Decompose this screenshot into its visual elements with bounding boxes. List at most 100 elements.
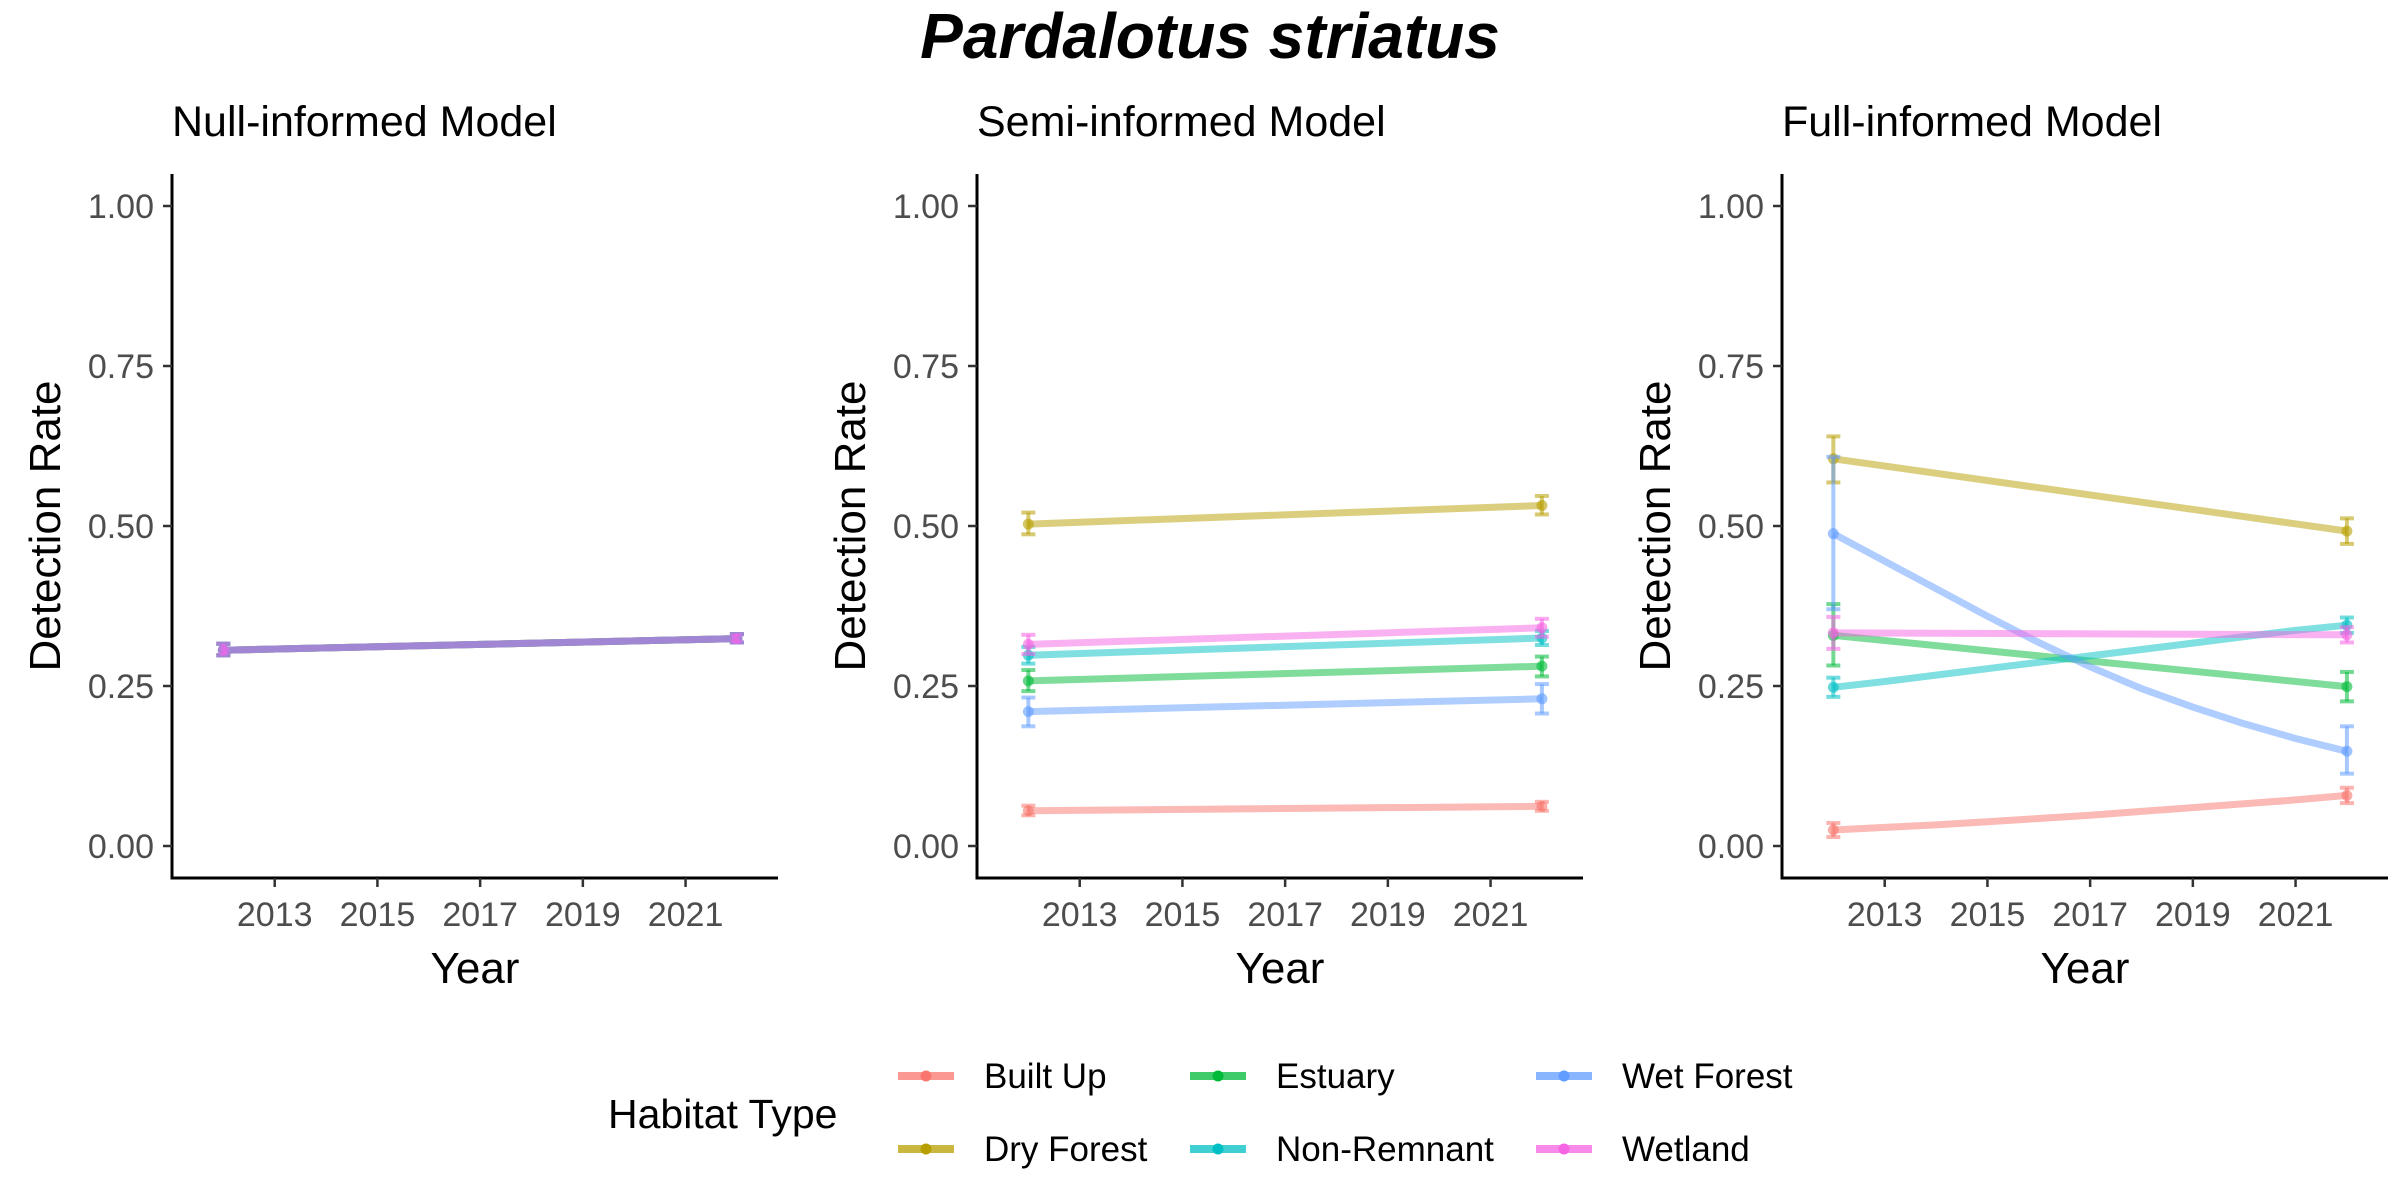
y-tick-label: 1.00 (88, 188, 154, 226)
series-wet-forest (1826, 454, 2354, 776)
x-tick-label: 2013 (237, 896, 313, 934)
data-point (2341, 525, 2353, 537)
legend-key-point (1212, 1143, 1224, 1155)
data-point (217, 644, 229, 656)
x-tick-label: 2021 (2258, 896, 2334, 934)
legend-key-point (920, 1143, 932, 1155)
series-dry-forest (1021, 493, 1549, 537)
x-tick-label: 2017 (442, 896, 518, 934)
legend-item-estuary: Estuary (1190, 1057, 1395, 1096)
data-point (1827, 528, 1839, 540)
x-axis-title: Year (2041, 944, 2130, 993)
y-tick-label: 0.50 (1698, 508, 1764, 546)
data-point (1022, 706, 1034, 718)
series-line (1028, 502, 1543, 528)
x-tick-label: 2019 (545, 896, 621, 934)
data-point (1827, 681, 1839, 693)
data-point (1022, 518, 1034, 530)
x-tick-label: 2019 (2155, 896, 2231, 934)
legend-label: Estuary (1276, 1057, 1395, 1096)
legend-label: Non-Remnant (1276, 1130, 1494, 1169)
panel-title: Semi-informed Model (977, 98, 1386, 146)
data-point (1022, 805, 1034, 817)
series-wetland (1826, 614, 2354, 651)
series-line (1833, 791, 2348, 834)
data-point (1827, 627, 1839, 639)
x-tick-label: 2015 (1950, 896, 2026, 934)
panel-title: Full-informed Model (1782, 98, 2162, 146)
x-axis-title: Year (431, 944, 520, 993)
legend-item-non-remnant: Non-Remnant (1190, 1130, 1494, 1169)
series-wet-forest (1021, 682, 1549, 729)
panel-semi-informed-model: Semi-informed Model 0.00 0.25 0.50 0.75 1.00 2… (826, 98, 1583, 993)
x-tick-label: 2015 (340, 896, 416, 934)
y-tick-label: 0.25 (893, 668, 959, 706)
series-line (1832, 455, 2348, 535)
series-line (1028, 662, 1543, 685)
data-point (1022, 675, 1034, 687)
y-axis-title: Detection Rate (826, 380, 875, 671)
data-point (1536, 800, 1548, 812)
data-point (1536, 660, 1548, 672)
series-wetland (1021, 616, 1549, 656)
series-non-remnant (1826, 615, 2354, 699)
x-tick-label: 2013 (1042, 896, 1118, 934)
series-line (1833, 631, 2348, 691)
legend-title: Habitat Type (608, 1091, 837, 1137)
data-point (1536, 622, 1548, 634)
data-point (2341, 745, 2353, 757)
legend-label: Wetland (1622, 1130, 1750, 1169)
panel-null-informed-model: Null-informed Model 0.00 0.25 0.50 0.75 1.00 2… (21, 98, 778, 993)
y-tick-label: 0.25 (88, 668, 154, 706)
legend-item-dry-forest: Dry Forest (898, 1130, 1148, 1169)
chart-title: Pardalotus striatus (920, 0, 1500, 72)
series-line (1028, 802, 1542, 815)
x-tick-label: 2015 (1145, 896, 1221, 934)
series-estuary (1021, 654, 1549, 694)
x-tick-label: 2013 (1847, 896, 1923, 934)
legend-item-wet-forest: Wet Forest (1536, 1057, 1793, 1096)
series-line (1831, 530, 2348, 755)
y-tick-label: 0.00 (88, 828, 154, 866)
data-point (1827, 824, 1839, 836)
panels: Null-informed Model 0.00 0.25 0.50 0.75 1.00 2… (21, 98, 2388, 993)
legend-label: Built Up (984, 1057, 1107, 1096)
x-tick-label: 2017 (1247, 896, 1323, 934)
legend-key-point (1212, 1070, 1224, 1082)
data-point (2341, 629, 2353, 641)
series-built-up (1826, 785, 2354, 840)
series-line (1028, 634, 1543, 659)
x-axis-title: Year (1236, 944, 1325, 993)
panel-title: Null-informed Model (172, 98, 557, 146)
series-built-up (1021, 799, 1549, 818)
x-tick-label: 2019 (1350, 896, 1426, 934)
legend-item-wetland: Wetland (1536, 1130, 1750, 1169)
data-point (1022, 638, 1034, 650)
data-point (2341, 789, 2353, 801)
y-tick-label: 0.50 (88, 508, 154, 546)
y-tick-label: 0.75 (88, 348, 154, 386)
legend-label: Dry Forest (984, 1130, 1148, 1169)
series-wetland (216, 632, 744, 658)
y-axis-title: Detection Rate (1631, 380, 1680, 671)
y-tick-label: 0.25 (1698, 668, 1764, 706)
legend-key-point (1558, 1070, 1570, 1082)
y-tick-label: 0.50 (893, 508, 959, 546)
legend: Habitat Type Built Up Dry Forest Estuary No… (608, 1057, 1793, 1169)
x-tick-label: 2021 (648, 896, 724, 934)
y-tick-label: 0.75 (893, 348, 959, 386)
legend-label: Wet Forest (1622, 1057, 1793, 1096)
y-tick-label: 0.00 (893, 828, 959, 866)
legend-item-built-up: Built Up (898, 1057, 1107, 1096)
panel-full-informed-model: Full-informed Model 0.00 0.25 0.50 0.75 1.00 2… (1631, 98, 2388, 993)
y-axis-title: Detection Rate (21, 380, 70, 671)
data-point (731, 633, 743, 645)
y-tick-label: 0.75 (1698, 348, 1764, 386)
data-point (2341, 681, 2353, 693)
series-line (1028, 624, 1543, 648)
x-tick-label: 2017 (2052, 896, 2128, 934)
series-dry-forest (1826, 434, 2354, 546)
legend-key-point (1558, 1143, 1570, 1155)
legend-key-point (920, 1070, 932, 1082)
